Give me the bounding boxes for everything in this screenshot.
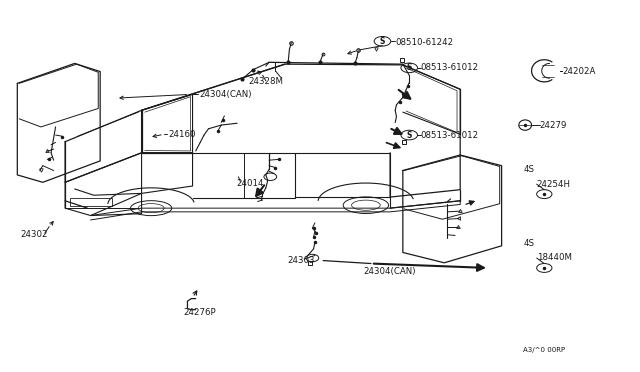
Text: 24014: 24014 [236,179,264,187]
Text: 24254H: 24254H [537,180,571,189]
Text: 4S: 4S [524,239,535,248]
Text: 24160: 24160 [168,130,196,139]
Text: 24276P: 24276P [183,308,216,317]
Bar [70,198,111,206]
Text: 24202A: 24202A [562,67,595,76]
Text: 24279: 24279 [540,121,567,129]
Text: 08513-61012: 08513-61012 [420,131,479,140]
Text: S: S [380,37,385,46]
Text: 24303: 24303 [287,256,314,265]
Text: 18440M: 18440M [537,253,572,263]
Text: A3/^0 00RP: A3/^0 00RP [523,347,564,353]
Text: S: S [406,131,412,140]
Text: 08510-61242: 08510-61242 [395,38,453,47]
Text: 24304(CAN): 24304(CAN) [364,267,416,276]
Text: S: S [406,63,412,72]
Text: 24302: 24302 [20,230,48,239]
Text: 08513-61012: 08513-61012 [420,63,479,72]
Text: 24304(CAN): 24304(CAN) [199,90,252,99]
Text: 4S: 4S [524,165,535,174]
Text: 24328M: 24328M [248,77,284,86]
